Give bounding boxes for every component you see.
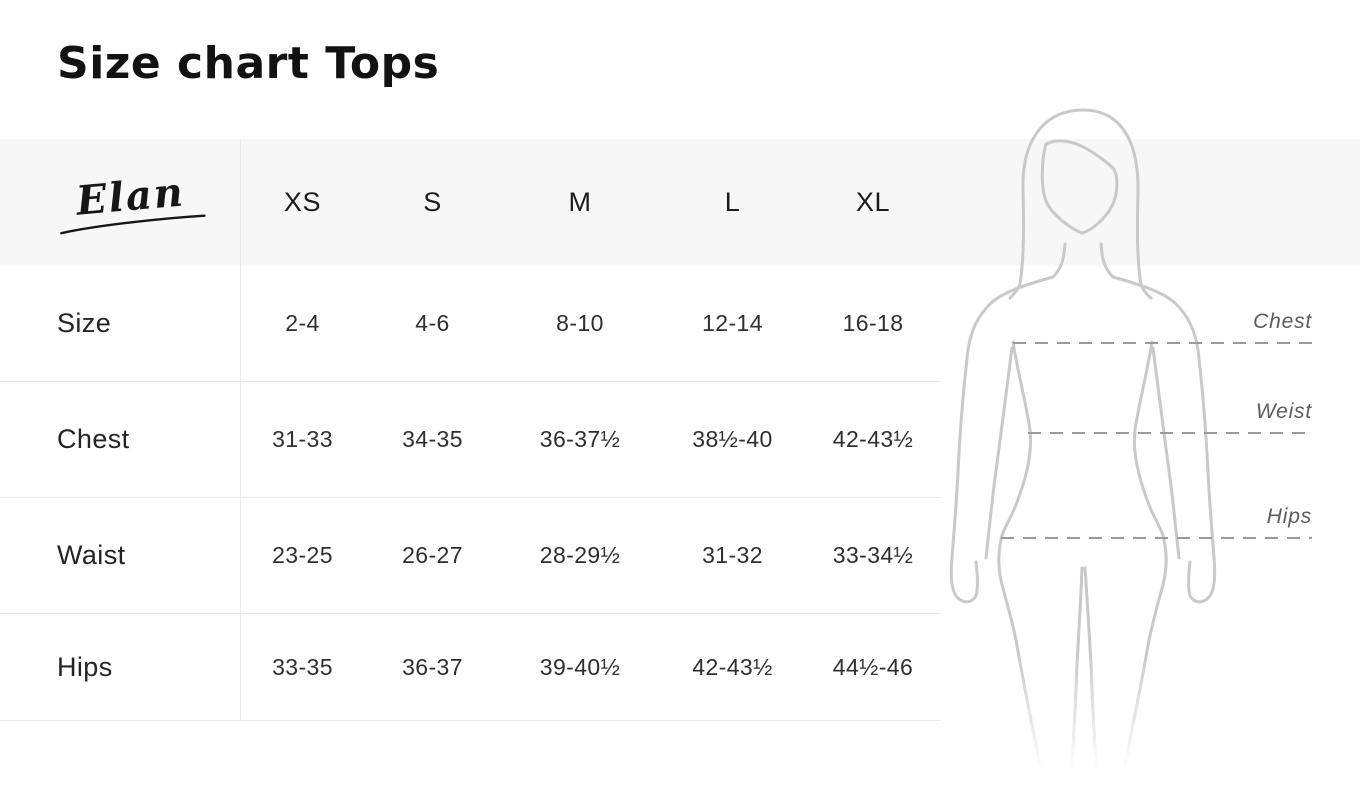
column-header-xs: XS (283, 187, 322, 217)
table-cell: 39-40½ (539, 653, 621, 680)
table-cell: 31-32 (702, 542, 763, 568)
table-cell: 33-35 (272, 653, 333, 680)
column-header-xl: XL (855, 187, 891, 217)
row-label: Hips (57, 651, 113, 682)
row-label: Chest (57, 424, 130, 454)
table-cell: 42-43½ (692, 653, 773, 680)
table-cell: 42-43½ (832, 426, 914, 452)
column-header-m: M (568, 187, 592, 217)
column-header-l: L (724, 187, 741, 217)
size-table: Elan XS S M L XL Size 2-4 4-6 8-10 12-14… (0, 139, 941, 721)
chest-measure-label: Chest (1253, 310, 1312, 333)
woman-body-figure-illustration (949, 108, 1312, 778)
row-label: Size (57, 308, 112, 338)
column-header-s: S (423, 187, 442, 217)
row-label: Waist (57, 540, 126, 570)
brand-logo-text: Elan (74, 167, 187, 225)
table-cell: 36-37½ (539, 426, 621, 452)
table-cell: 12-14 (702, 310, 763, 336)
table-cell: 8-10 (556, 310, 604, 336)
brand-logo-underline (60, 213, 206, 234)
table-cell: 23-25 (272, 542, 333, 568)
table-cell: 34-35 (402, 426, 463, 452)
hips-measure-label: Hips (1266, 505, 1312, 528)
table-cell: 38½-40 (692, 426, 773, 452)
table-cell: 2-4 (285, 310, 320, 336)
table-cell: 31-33 (272, 426, 333, 452)
table-cell: 26-27 (402, 542, 463, 568)
table-row-hips: Hips 33-35 36-37 39-40½ 42-43½ 44½-46 (0, 614, 941, 721)
table-header-band (0, 139, 1360, 266)
table-cell: 16-18 (842, 310, 904, 336)
table-cell: 36-37 (402, 653, 463, 680)
brand-logo-cell: Elan (0, 168, 240, 234)
table-row-chest: Chest 31-33 34-35 36-37½ 38½-40 42-43½ (0, 382, 941, 498)
table-cell: 44½-46 (832, 653, 914, 680)
brand-logo: Elan (55, 167, 207, 235)
table-row-size: Size 2-4 4-6 8-10 12-14 16-18 (0, 266, 941, 382)
table-cell: 33-34½ (832, 542, 914, 568)
waist-measure-label: Weist (1255, 400, 1312, 423)
table-header-row: Elan XS S M L XL (0, 139, 941, 266)
table-row-waist: Waist 23-25 26-27 28-29½ 31-32 33-34½ (0, 498, 941, 614)
table-cell: 28-29½ (539, 542, 621, 568)
table-cell: 4-6 (415, 310, 450, 336)
page-title: Size chart Tops (57, 38, 440, 89)
